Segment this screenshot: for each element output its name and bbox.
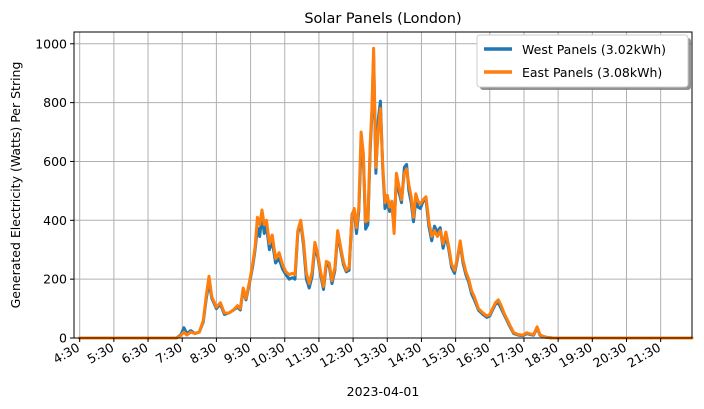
x-axis-label: 2023-04-01 xyxy=(347,384,420,399)
y-tick-label: 400 xyxy=(43,213,67,228)
x-tick-label: 10:30 xyxy=(249,340,288,371)
legend-label-east: East Panels (3.08kWh) xyxy=(522,65,662,80)
x-tick-label: 16:30 xyxy=(454,340,493,371)
x-tick-label: 19:30 xyxy=(556,340,595,371)
x-tick-label: 7:30 xyxy=(153,340,185,367)
legend-label-west: West Panels (3.02kWh) xyxy=(522,42,666,57)
legend: West Panels (3.02kWh) East Panels (3.08k… xyxy=(476,34,691,90)
chart-title: Solar Panels (London) xyxy=(304,11,461,27)
x-tick-label: 20:30 xyxy=(590,340,629,371)
legend-box xyxy=(476,34,689,88)
x-tick-label: 12:30 xyxy=(317,340,356,371)
series-line-east xyxy=(78,46,694,340)
x-tick-label: 15:30 xyxy=(419,340,458,371)
y-tick-label: 600 xyxy=(43,154,67,169)
y-tick-label: 1000 xyxy=(35,36,67,51)
y-axis-ticks: 0 200 400 600 800 1000 xyxy=(35,36,74,346)
x-tick-label: 13:30 xyxy=(351,340,390,371)
y-axis-label: Generated Electricity (Watts) Per String xyxy=(8,62,23,309)
x-tick-label: 11:30 xyxy=(283,340,322,371)
x-tick-label: 5:30 xyxy=(85,340,117,367)
grid-lines xyxy=(74,32,692,339)
y-tick-label: 800 xyxy=(43,95,67,110)
x-tick-label: 9:30 xyxy=(221,340,253,367)
x-tick-label: 6:30 xyxy=(119,340,151,367)
y-tick-label: 0 xyxy=(59,331,67,346)
series-lines xyxy=(78,46,694,340)
x-tick-label: 8:30 xyxy=(187,340,219,367)
x-tick-label: 14:30 xyxy=(385,340,424,371)
series-line-west xyxy=(78,54,626,340)
x-tick-label: 21:30 xyxy=(624,340,663,371)
plot-frame xyxy=(73,31,693,339)
x-tick-label: 18:30 xyxy=(522,340,561,371)
x-axis-ticks: 4:30 5:30 6:30 7:30 8:30 9:3010:3011:3012:301… xyxy=(50,338,663,371)
x-tick-label: 17:30 xyxy=(488,340,527,371)
y-tick-label: 200 xyxy=(43,272,67,287)
